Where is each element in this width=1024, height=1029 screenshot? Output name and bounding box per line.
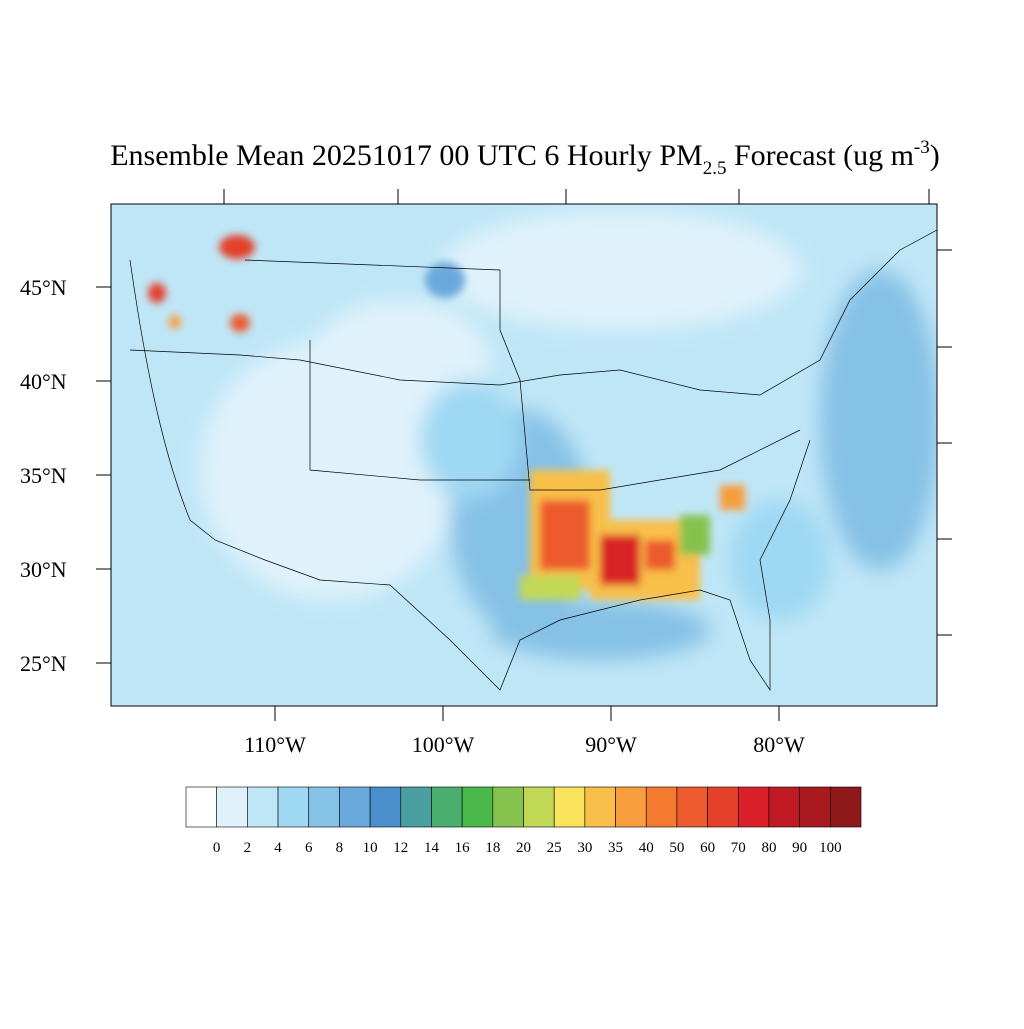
colorbar-label: 8: [336, 840, 344, 856]
colorbar-label: 20: [516, 840, 531, 856]
colorbar-label: 10: [363, 840, 378, 856]
colorbar-box: [216, 786, 248, 828]
frame-ticks: [223, 189, 952, 636]
lat-label: 40°N: [20, 369, 67, 394]
colorbar-label: 6: [305, 840, 313, 856]
colorbar-label: 16: [455, 840, 471, 856]
colorbar-box: [461, 786, 494, 828]
colorbar-box: [185, 786, 217, 828]
lat-label: 30°N: [20, 557, 67, 582]
colorbar-label: 50: [669, 840, 684, 856]
title-main: Ensemble Mean 20251017 00 UTC 6 Hourly P…: [110, 139, 702, 172]
colorbar-label: 40: [639, 840, 654, 856]
colorbar-label: 35: [608, 840, 623, 856]
colorbar-label: 25: [547, 840, 562, 856]
colorbar-box: [553, 786, 586, 828]
colorbar-label: 18: [485, 840, 500, 856]
colorbar-box: [645, 786, 678, 828]
colorbar-label: 70: [731, 840, 746, 856]
title-sub: 2.5: [703, 158, 727, 179]
colorbar-box: [277, 786, 310, 828]
title-mid: Forecast (ug m: [726, 139, 913, 172]
colorbar-label: 12: [393, 840, 408, 856]
colorbar-box: [830, 786, 862, 828]
colorbar-box: [308, 786, 340, 828]
colorbar-box: [523, 786, 555, 828]
colorbar-label: 60: [700, 840, 715, 856]
colorbar-box: [676, 786, 708, 828]
lon-label: 90°W: [585, 732, 637, 757]
colorbar-label: 14: [424, 840, 440, 856]
title-sup: -3: [914, 137, 930, 158]
colorbar-label: 90: [792, 840, 807, 856]
lon-label: 80°W: [753, 732, 805, 757]
colorbar-box: [492, 786, 524, 828]
colorbar-box: [799, 786, 831, 828]
lat-label: 35°N: [20, 463, 67, 488]
title: Ensemble Mean 20251017 00 UTC 6 Hourly P…: [110, 137, 940, 179]
map-frame: [110, 203, 938, 707]
colorbar-box: [339, 786, 371, 828]
colorbar-box: [615, 786, 647, 828]
colorbar-box: [737, 786, 770, 828]
colorbar-label: 0: [213, 840, 221, 856]
colorbar-label: 100: [819, 840, 842, 856]
colorbar-box: [707, 786, 739, 828]
colorbar-box: [369, 786, 402, 828]
lat-label: 25°N: [20, 651, 67, 676]
lat-label: 45°N: [20, 275, 67, 300]
colorbar-label: 80: [761, 840, 776, 856]
title-end: ): [930, 139, 940, 172]
lon-label: 110°W: [244, 732, 306, 757]
colorbar-box: [400, 786, 432, 828]
colorbar-box: [431, 786, 463, 828]
colorbar-box: [584, 786, 616, 828]
colorbar-label: 30: [577, 840, 592, 856]
colorbar-label: 2: [244, 840, 252, 856]
colorbar-label: 4: [274, 840, 282, 856]
lon-label: 100°W: [412, 732, 475, 757]
colorbar-box: [768, 786, 800, 828]
colorbar-box: [247, 786, 279, 828]
map-field: [111, 204, 937, 706]
